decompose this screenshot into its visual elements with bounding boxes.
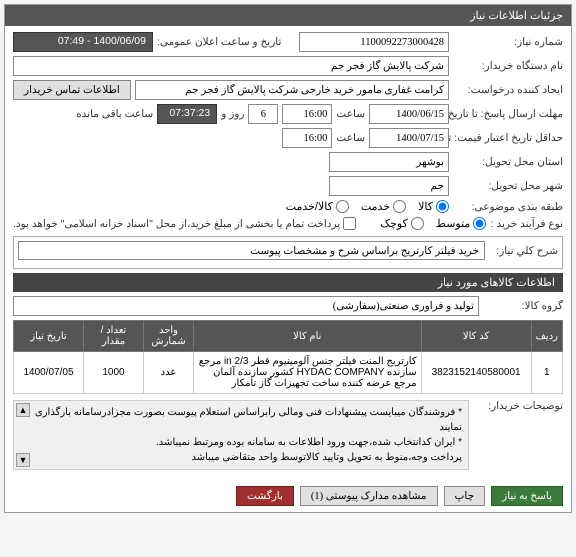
th-qty: تعداد / مقدار — [84, 321, 144, 352]
need-no-input[interactable] — [299, 32, 449, 52]
attachments-button[interactable]: مشاهده مدارک پیوستی (1) — [300, 486, 438, 506]
payment-note-checkbox[interactable]: پرداخت تمام یا بخشی از مبلغ خرید،از محل … — [13, 217, 356, 230]
remaining-time-value: 07:37:23 — [157, 104, 217, 124]
cat-both-radio[interactable]: کالا/خدمت — [286, 200, 349, 213]
request-creator-label: ایجاد کننده درخواست: — [453, 84, 563, 96]
category-radio-group: کالا خدمت کالا/خدمت — [286, 200, 449, 213]
time-label-2: ساعت — [336, 132, 365, 144]
th-date: تاریخ نیاز — [14, 321, 84, 352]
th-name: نام کالا — [194, 321, 422, 352]
panel-title: جزئیات اطلاعات نیاز — [5, 5, 571, 26]
cell-idx: 1 — [531, 352, 562, 394]
deadline-time-input[interactable] — [282, 104, 332, 124]
goods-group-label: گروه کالا: — [483, 300, 563, 312]
process-label: نوع فرآیند خرید : — [490, 218, 563, 230]
cell-name: کارتریج المنت فیلتر جنس آلومینیوم قطر 2/… — [194, 352, 422, 394]
province-input[interactable] — [329, 152, 449, 172]
th-unit: واحد شمارش — [144, 321, 194, 352]
buyer-name-label: نام دستگاه خریدار: — [453, 60, 563, 72]
public-announce-value: 1400/06/09 - 07:49 — [13, 32, 153, 52]
deadline-label: مهلت ارسال پاسخ: تا تاریخ: — [453, 108, 563, 120]
cell-date: 1400/07/05 — [14, 352, 84, 394]
proc-small-radio[interactable]: کوچک — [380, 217, 424, 230]
th-code: کد کالا — [421, 321, 531, 352]
validity-label: حداقل تاریخ اعتبار قیمت: تا تاریخ: — [453, 132, 563, 144]
back-button[interactable]: بازگشت — [236, 486, 294, 506]
scroll-down-icon[interactable]: ▼ — [16, 453, 30, 467]
cell-code: 3823152140580001 — [421, 352, 531, 394]
deadline-date-input[interactable] — [369, 104, 449, 124]
request-creator-input[interactable] — [135, 80, 449, 100]
buyer-name-input[interactable] — [13, 56, 449, 76]
province-label: استان محل تحویل: — [453, 156, 563, 168]
goods-group-input[interactable] — [13, 296, 479, 316]
city-label: شهر محل تحویل: — [453, 180, 563, 192]
reply-button[interactable]: پاسخ به نیاز — [491, 486, 563, 506]
th-idx: ردیف — [531, 321, 562, 352]
cat-goods-radio[interactable]: کالا — [418, 200, 449, 213]
desc-label: شرح کلي نیاز: — [489, 245, 558, 257]
table-row[interactable]: 1 3823152140580001 کارتریج المنت فیلتر ج… — [14, 352, 563, 394]
buyer-notes-label: توضیحات خریدار: — [473, 400, 563, 412]
remaining-label: ساعت باقی مانده — [76, 108, 153, 120]
cat-service-radio[interactable]: خدمت — [361, 200, 406, 213]
proc-medium-radio[interactable]: متوسط — [436, 217, 487, 230]
buyer-notes-box: * فروشندگان میبایست پیشنهادات فنی ومالی … — [13, 400, 469, 470]
validity-date-input[interactable] — [369, 128, 449, 148]
city-input[interactable] — [329, 176, 449, 196]
time-label-1: ساعت — [336, 108, 365, 120]
days-input[interactable] — [248, 104, 278, 124]
need-no-label: شماره نیاز: — [453, 36, 563, 48]
desc-textarea[interactable]: خرید فیلتر کارتریج براساس شرح و مشخصات پ… — [18, 241, 485, 260]
cell-unit: عدد — [144, 352, 194, 394]
day-label: روز و — [221, 108, 244, 120]
goods-table: ردیف کد کالا نام کالا واحد شمارش تعداد /… — [13, 320, 563, 394]
public-announce-label: تاریخ و ساعت اعلان عمومی: — [157, 36, 281, 48]
process-radio-group: متوسط کوچک — [380, 217, 486, 230]
goods-section-title: اطلاعات کالاهای مورد نیاز — [13, 273, 563, 292]
contact-info-button[interactable]: اطلاعات تماس خریدار — [13, 80, 131, 100]
scroll-up-icon[interactable]: ▲ — [16, 403, 30, 417]
cell-qty: 1000 — [84, 352, 144, 394]
category-label: طبقه بندی موضوعی: — [453, 201, 563, 213]
validity-time-input[interactable] — [282, 128, 332, 148]
print-button[interactable]: چاپ — [444, 486, 486, 506]
